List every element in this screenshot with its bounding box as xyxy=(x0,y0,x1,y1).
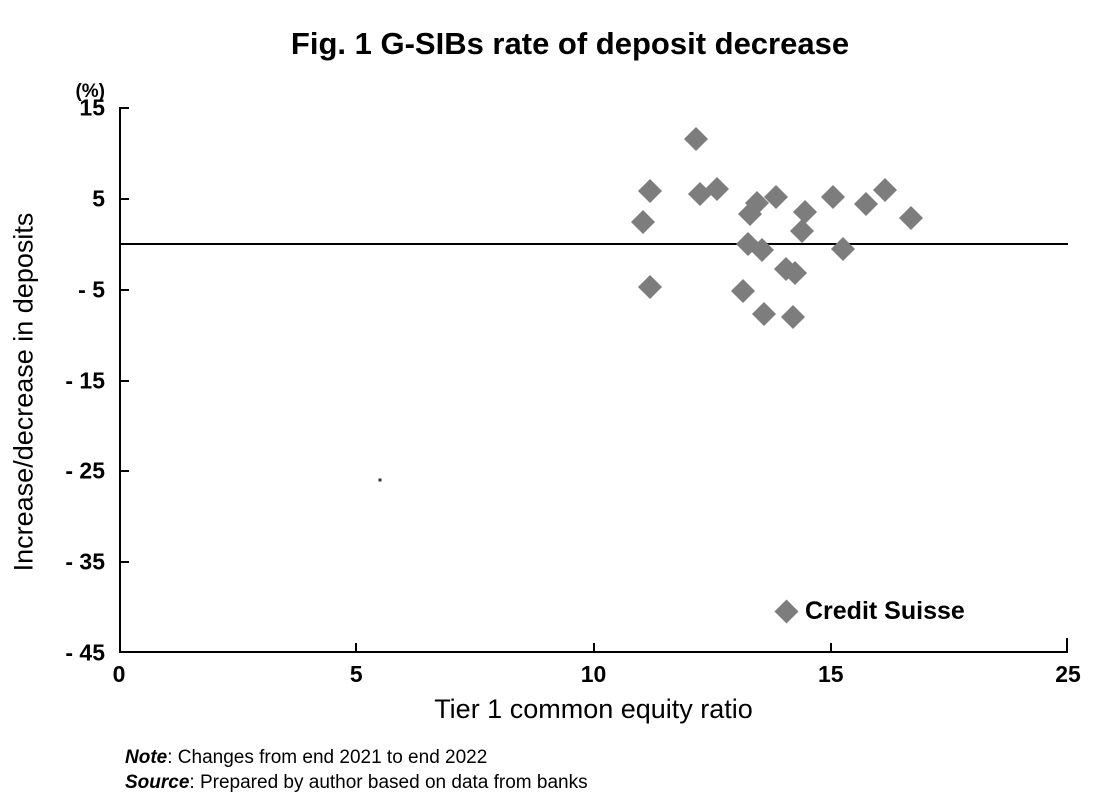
x-tick-label: 0 xyxy=(112,661,126,687)
legend-diamond-icon xyxy=(774,598,799,624)
note-line: Note: Changes from end 2021 to end 2022 xyxy=(125,745,588,770)
y-tick-label: - 45 xyxy=(65,639,105,666)
x-axis-tick xyxy=(355,643,358,651)
y-axis-tick xyxy=(119,379,129,382)
y-tick-label: - 5 xyxy=(78,276,105,303)
y-tick-label: - 15 xyxy=(65,367,105,393)
x-tick-label: 5 xyxy=(349,661,363,687)
zero-line xyxy=(119,243,1068,246)
source-text: : Prepared by author based on data from … xyxy=(189,772,588,793)
x-tick-label: 10 xyxy=(580,661,607,687)
x-tick-label: 25 xyxy=(1055,661,1081,687)
x-axis-title: Tier 1 common equity ratio xyxy=(434,694,753,724)
y-axis-tick xyxy=(119,197,129,200)
legend: Credit Suisse xyxy=(773,596,965,625)
y-tick-label: 15 xyxy=(79,94,105,121)
y-axis-tick xyxy=(119,561,129,564)
source-label: Source xyxy=(125,772,190,793)
note-text: : Changes from end 2021 to end 2022 xyxy=(167,747,488,768)
source-line: Source: Prepared by author based on data… xyxy=(125,770,588,795)
y-axis-unit-label: (%) xyxy=(75,81,105,102)
legend-label: Credit Suisse xyxy=(805,596,965,625)
y-axis-tick xyxy=(119,288,129,291)
note-block: Note: Changes from end 2021 to end 2022 … xyxy=(125,745,588,795)
y-tick-label: - 25 xyxy=(65,457,105,484)
y-tick-label: 5 xyxy=(92,185,105,212)
x-tick-label: 15 xyxy=(817,661,844,687)
x-axis-tick xyxy=(592,643,595,651)
x-axis-tick xyxy=(1066,638,1068,651)
y-axis-tick xyxy=(119,107,129,109)
chart-title: Fig. 1 G-SIBs rate of deposit decrease xyxy=(290,26,850,61)
y-tick-label: - 35 xyxy=(65,548,105,575)
note-label: Note xyxy=(125,747,168,768)
stray-dot xyxy=(378,478,382,482)
y-axis-tick xyxy=(119,470,129,473)
plot-area xyxy=(119,108,1068,653)
x-axis-tick xyxy=(829,643,832,651)
